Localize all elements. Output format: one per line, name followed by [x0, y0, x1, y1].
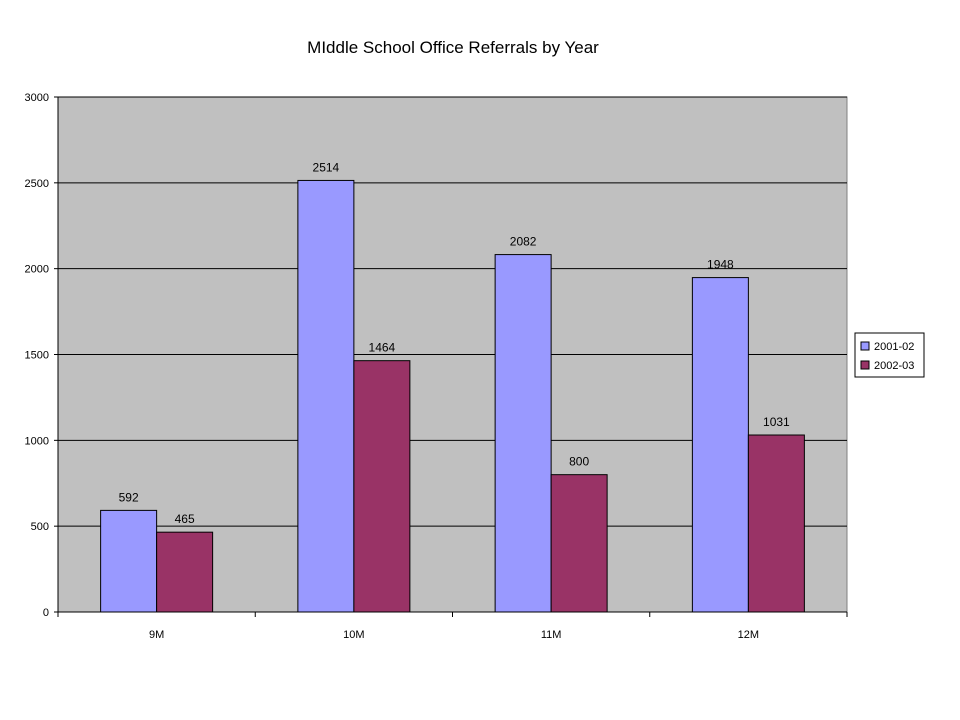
data-label: 2082: [510, 235, 537, 249]
x-tick-label: 9M: [149, 629, 164, 641]
x-tick-label: 10M: [343, 629, 364, 641]
data-label: 2514: [313, 160, 340, 174]
data-label: 465: [175, 512, 195, 526]
y-tick-label: 0: [43, 607, 49, 619]
x-tick-label: 11M: [541, 629, 562, 641]
bar-2002-03-12M: [747, 434, 805, 613]
y-tick-label: 1000: [25, 435, 49, 447]
x-tick-label: 12M: [738, 629, 759, 641]
data-label: 1464: [369, 341, 396, 355]
y-tick-label: 2500: [25, 178, 49, 190]
data-label: 800: [569, 455, 589, 469]
bar-2002-03-10M: [353, 360, 411, 613]
legend: 2001-02 2002-03: [854, 332, 925, 378]
legend-box: [854, 332, 925, 378]
bar-2001-02-10M: [297, 179, 355, 613]
data-label: 1031: [763, 415, 790, 429]
y-tick-label: 500: [31, 521, 49, 533]
legend-swatch: [860, 360, 870, 370]
data-label: 592: [119, 490, 139, 504]
bar-2002-03-9M: [156, 531, 214, 613]
legend-entry: 2001-02: [874, 341, 914, 353]
bar-2001-02-12M: [691, 277, 749, 613]
legend-swatch: [860, 341, 870, 351]
y-tick-label: 3000: [25, 92, 49, 104]
chart-title: MIddle School Office Referrals by Year: [307, 38, 599, 57]
bar-2002-03-11M: [550, 474, 608, 613]
bar-2001-02-11M: [494, 254, 552, 613]
y-tick-label: 1500: [25, 350, 49, 362]
bar-2001-02-9M: [100, 509, 158, 613]
plot-area: 0 500 1000 1500 2000 2500 3000 9M 592 465 10M 2514 1…: [25, 92, 848, 641]
data-label: 1948: [707, 258, 734, 272]
y-tick-label: 2000: [25, 264, 49, 276]
legend-entry: 2002-03: [874, 360, 914, 372]
